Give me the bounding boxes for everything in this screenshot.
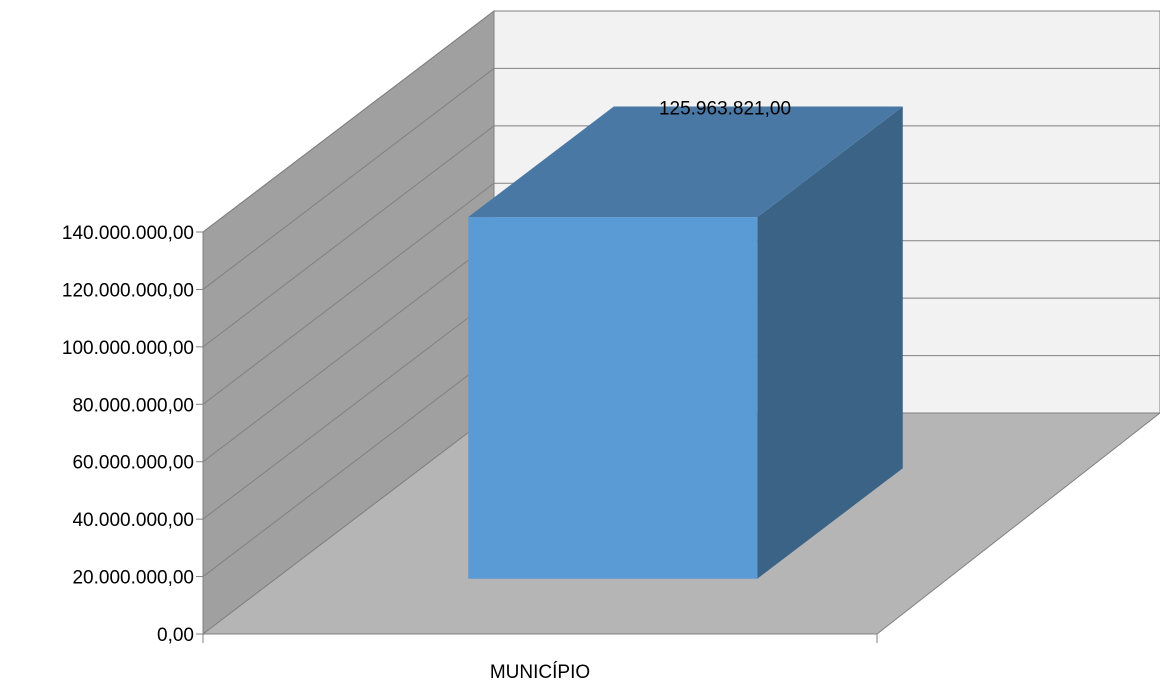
x-category-label: MUNICÍPIO (490, 662, 590, 681)
y-tick-label: 100.000.000,00 (62, 338, 194, 359)
gridline-side (202, 240, 495, 463)
gridline-side (202, 10, 495, 233)
gridline-side (202, 355, 495, 577)
y-tick-label: 80.000.000,00 (72, 395, 194, 416)
y-axis: 0,00 20.000.000,00 40.000.000,00 60.000.000… (62, 223, 204, 646)
data-labels: 125.963.821,00 (659, 99, 791, 120)
bar (468, 217, 758, 579)
bars (468, 106, 903, 579)
y-tick-label: 120.000.000,00 (62, 280, 194, 301)
y-tick-label: 60.000.000,00 (72, 453, 194, 474)
y-tick-label: 20.000.000,00 (72, 568, 194, 589)
bar-top-face (468, 106, 903, 218)
gridline-side (202, 68, 495, 290)
gridline-side (202, 125, 495, 348)
bar-side-face (757, 106, 903, 579)
y-tick-label: 40.000.000,00 (72, 510, 194, 531)
y-tick-label: 140.000.000,00 (62, 223, 194, 244)
y-tick-label: 0,00 (157, 625, 194, 646)
gridline-side (202, 182, 495, 405)
data-label: 125.963.821,00 (659, 99, 791, 120)
gridline-side (202, 297, 495, 520)
x-axis: MUNICÍPIO (202, 634, 878, 681)
